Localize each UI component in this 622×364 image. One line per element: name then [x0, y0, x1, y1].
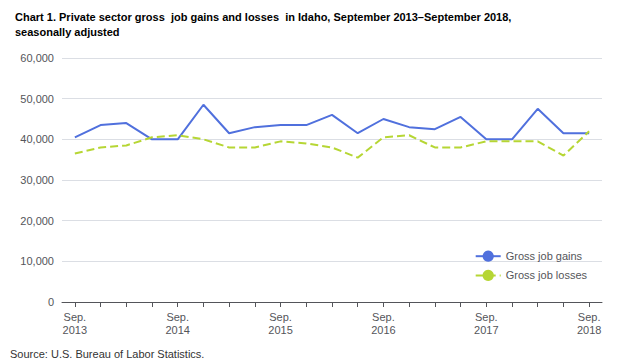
svg-text:Chart 1. Private sector gross: Chart 1. Private sector gross job gains …: [15, 11, 511, 23]
svg-text:Sep.: Sep.: [578, 311, 601, 323]
svg-text:2015: 2015: [268, 324, 292, 336]
svg-text:2017: 2017: [474, 324, 498, 336]
svg-text:2014: 2014: [165, 324, 189, 336]
svg-text:Gross job losses: Gross job losses: [506, 269, 588, 281]
svg-text:Source: U.S. Bureau of Labor S: Source: U.S. Bureau of Labor Statistics.: [10, 348, 204, 360]
svg-text:40,000: 40,000: [20, 133, 54, 145]
svg-text:Sep.: Sep.: [269, 311, 292, 323]
svg-text:Gross job gains: Gross job gains: [506, 250, 583, 262]
svg-text:Sep.: Sep.: [372, 311, 395, 323]
svg-text:2013: 2013: [63, 324, 87, 336]
svg-text:0: 0: [48, 296, 54, 308]
svg-text:Sep.: Sep.: [475, 311, 498, 323]
svg-text:50,000: 50,000: [20, 93, 54, 105]
svg-text:Sep.: Sep.: [166, 311, 189, 323]
svg-text:2018: 2018: [577, 324, 601, 336]
svg-text:2016: 2016: [371, 324, 395, 336]
svg-text:Sep.: Sep.: [64, 311, 87, 323]
svg-text:60,000: 60,000: [20, 52, 54, 64]
svg-text:seasonally adjusted: seasonally adjusted: [15, 26, 120, 38]
svg-text:20,000: 20,000: [20, 215, 54, 227]
svg-text:10,000: 10,000: [20, 255, 54, 267]
svg-text:30,000: 30,000: [20, 174, 54, 186]
